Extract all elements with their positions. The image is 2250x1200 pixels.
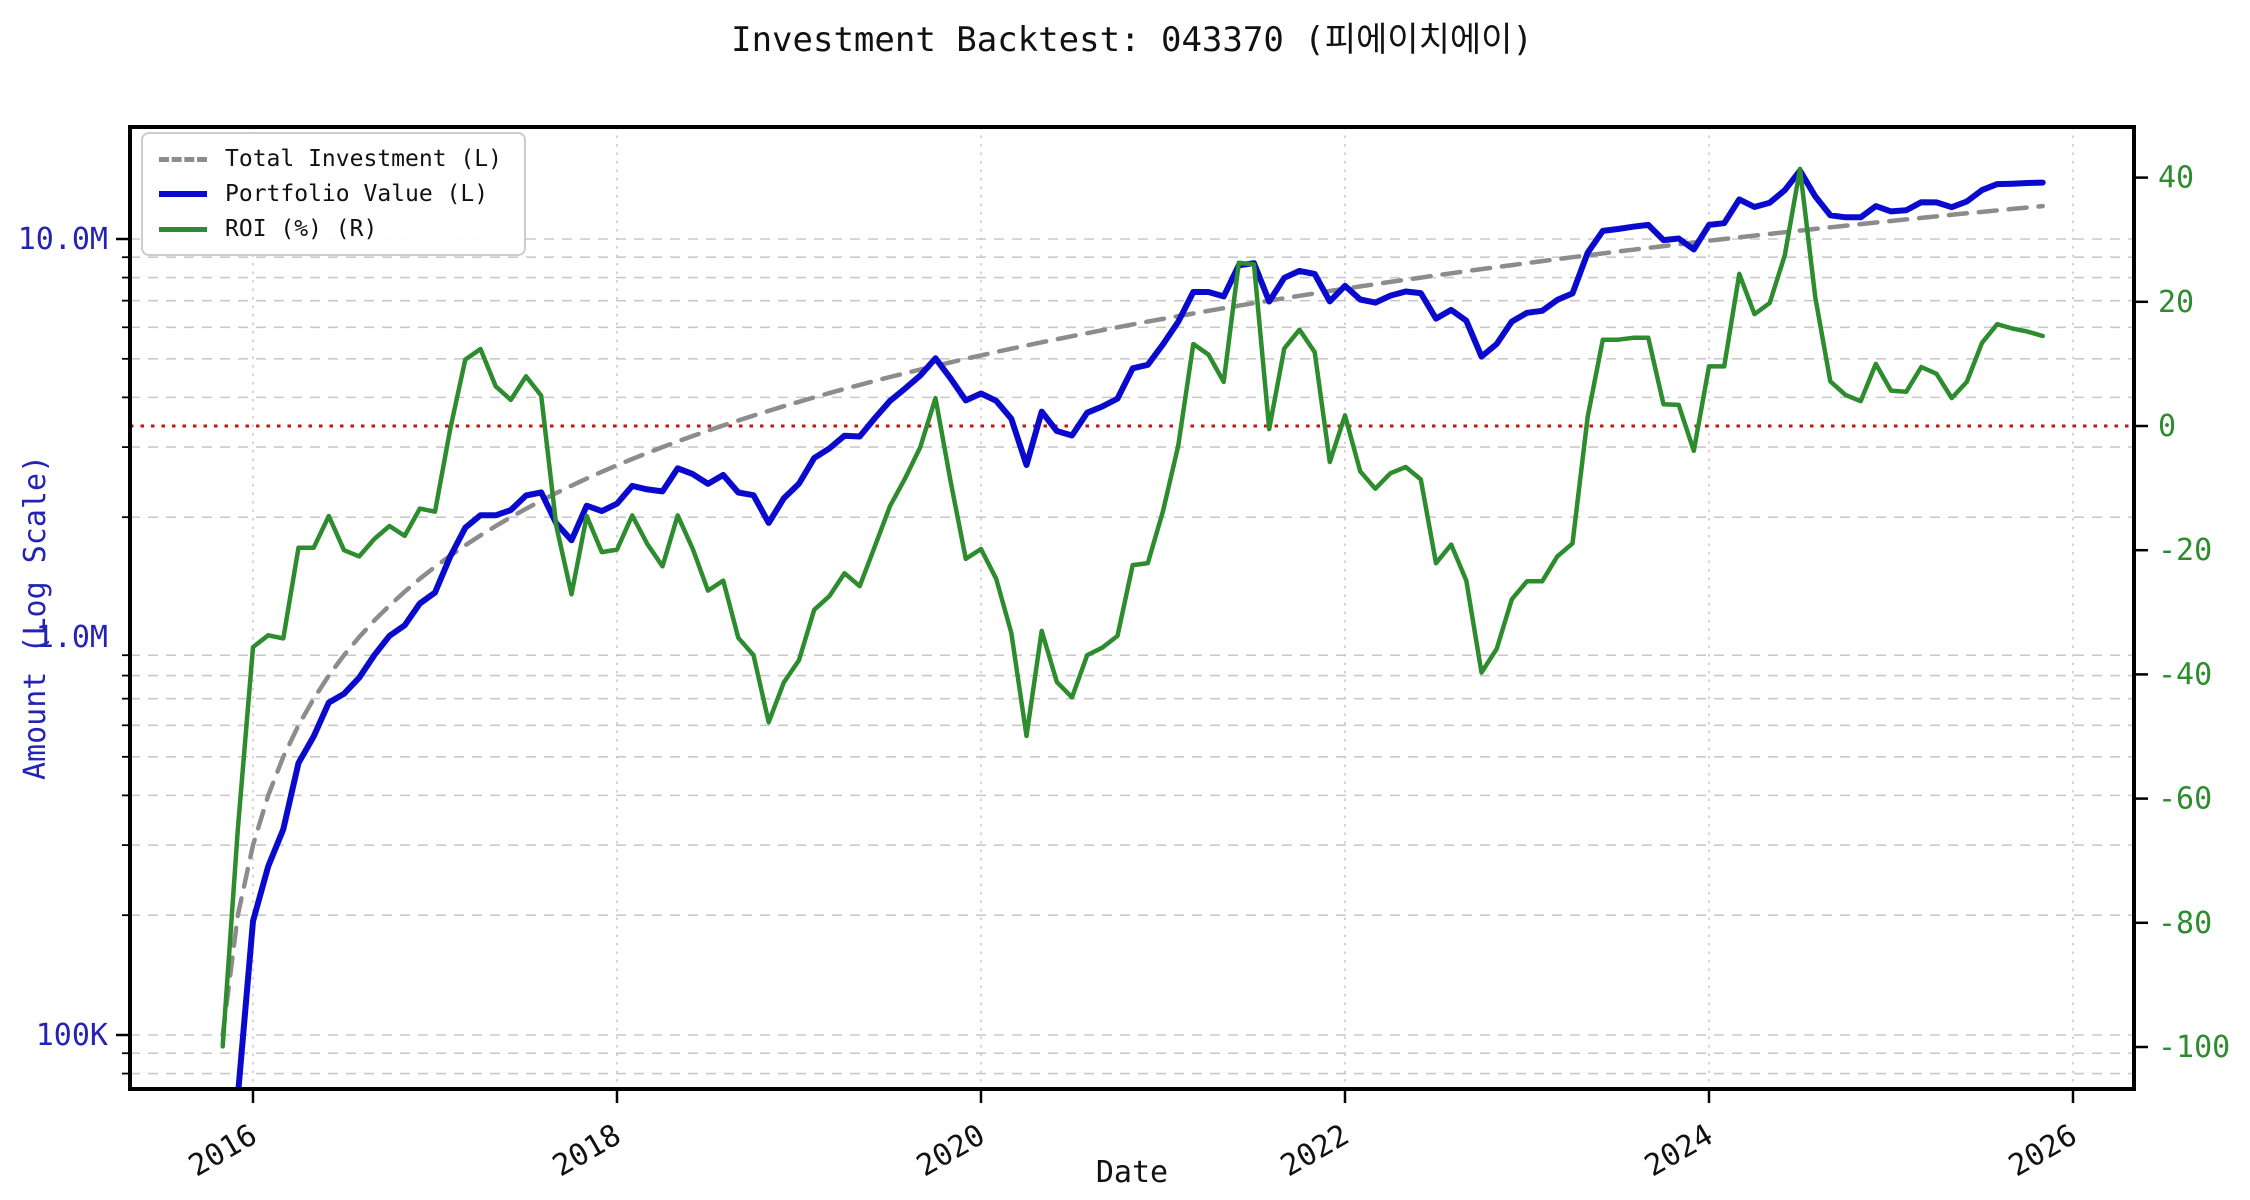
right-tick-label: -80 <box>2158 906 2212 941</box>
right-tick-label: -40 <box>2158 657 2212 692</box>
right-tick-label: 40 <box>2158 161 2194 196</box>
right-tick-label: -60 <box>2158 782 2212 817</box>
legend-label: ROI (%) (R) <box>225 216 378 242</box>
investment-dashed-line-swatch <box>159 156 207 162</box>
chart-title: Investment Backtest: 043370 (피에이치에이) <box>731 20 1533 60</box>
portfolio-solid-line-swatch <box>159 191 207 197</box>
left-axis-label: Amount (Log Scale) <box>18 454 53 780</box>
legend-item-portfolio-value: Portfolio Value (L) <box>159 181 502 207</box>
vertical-gridlines <box>252 127 2074 1089</box>
legend-item-roi: ROI (%) (R) <box>159 216 502 242</box>
left-tick-label: 100K <box>36 1018 108 1053</box>
left-tick-label: 10.0M <box>18 222 108 257</box>
right-tick-label: -100 <box>2158 1030 2230 1065</box>
right-tick-label: -20 <box>2158 533 2212 568</box>
right-tick-label: 0 <box>2158 409 2176 444</box>
right-tick-label: 20 <box>2158 285 2194 320</box>
legend-label: Portfolio Value (L) <box>225 181 489 207</box>
legend-label: Total Investment (L) <box>225 146 502 172</box>
legend-item-total-investment: Total Investment (L) <box>159 146 502 172</box>
left-tick-label: 1.0M <box>36 620 108 655</box>
x-axis-label: Date <box>1095 1155 1169 1190</box>
left-axis-ticks <box>116 237 130 1075</box>
roi-solid-line-swatch <box>159 226 207 232</box>
plot-border <box>128 125 2136 1091</box>
roi-line <box>220 166 2045 1049</box>
total-investment-line <box>220 203 2045 1038</box>
chart-legend: Total Investment (L) Portfolio Value (L)… <box>141 132 526 256</box>
portfolio-value-line <box>235 167 2046 1089</box>
horizontal-gridlines <box>130 238 2134 1075</box>
